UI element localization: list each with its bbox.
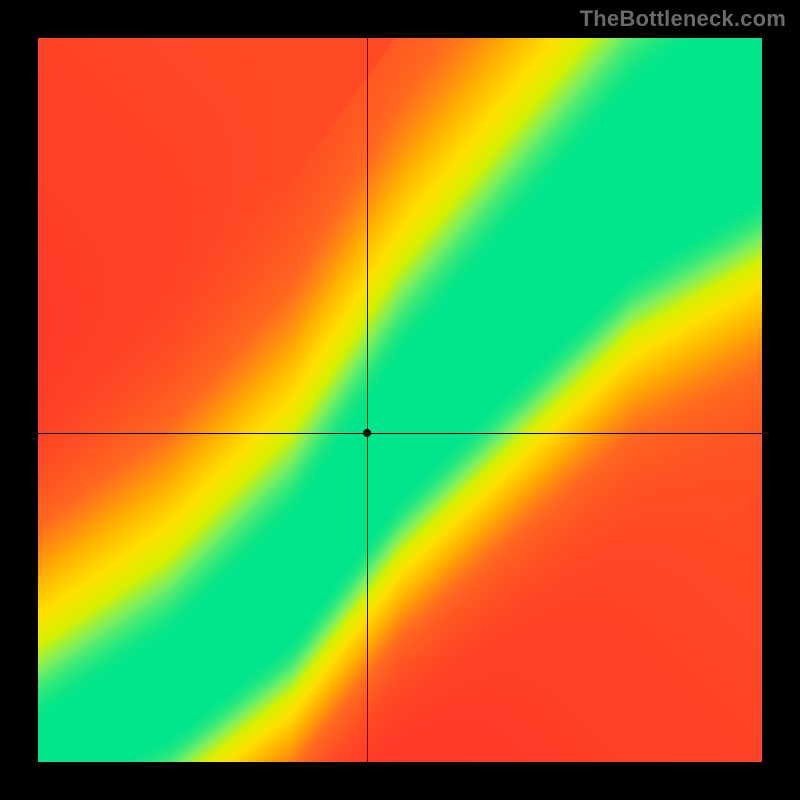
plot-area [38, 38, 762, 762]
chart-container: TheBottleneck.com [0, 0, 800, 800]
crosshair-horizontal [38, 433, 762, 434]
crosshair-vertical [367, 38, 368, 762]
watermark-text: TheBottleneck.com [580, 6, 786, 32]
heatmap-canvas [38, 38, 762, 762]
crosshair-marker [363, 429, 371, 437]
